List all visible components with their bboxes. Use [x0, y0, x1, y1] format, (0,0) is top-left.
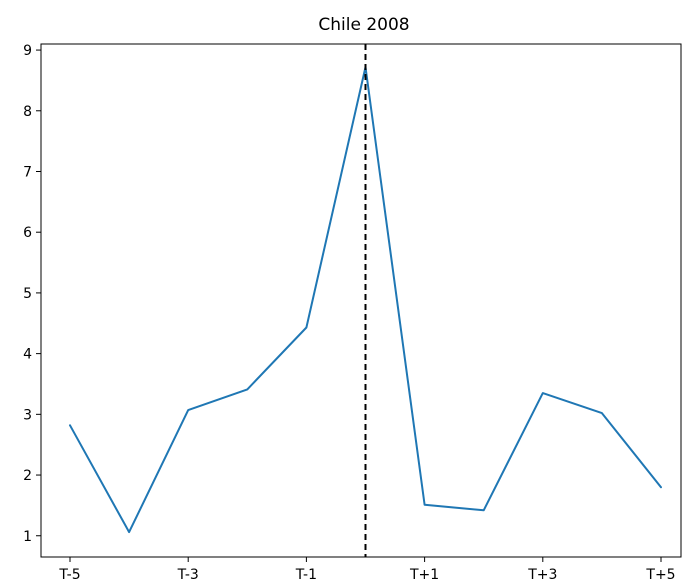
x-tick-label: T+1	[409, 567, 439, 583]
y-tick-label: 6	[23, 225, 32, 241]
x-tick-label: T-3	[177, 567, 199, 583]
x-tick-label: T+5	[645, 567, 675, 583]
x-tick-label: T-5	[58, 567, 80, 583]
x-tick-label: T-1	[295, 567, 317, 583]
y-tick-label: 4	[23, 347, 32, 363]
y-tick-label: 3	[23, 407, 32, 423]
y-tick-label: 5	[23, 286, 32, 302]
y-tick-label: 2	[23, 468, 32, 484]
plot-area-frame	[40, 43, 682, 558]
y-tick-label: 1	[23, 529, 32, 545]
y-axis: 1 2 3 4 5 6 7 8 9	[23, 43, 41, 545]
y-tick-label: 9	[23, 43, 32, 59]
chart-title: Chile 2008	[318, 15, 409, 35]
y-tick-label: 8	[23, 104, 32, 120]
y-tick-label: 7	[23, 164, 32, 180]
x-tick-label: T+3	[527, 567, 557, 583]
x-axis: T-5 T-3 T-1 T+1 T+3 T+5	[58, 557, 676, 583]
